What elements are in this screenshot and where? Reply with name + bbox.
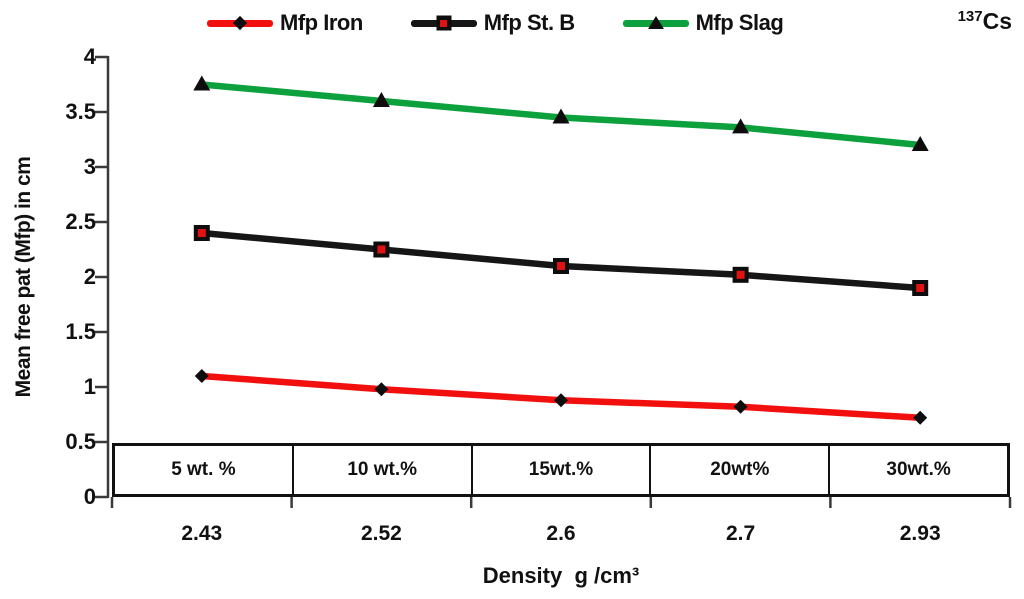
chart-legend: Mfp Iron Mfp St. B Mfp Slag	[207, 6, 784, 40]
diamond-marker-icon	[194, 369, 209, 383]
legend-line-sample-iron	[207, 15, 273, 31]
diamond-marker-icon	[374, 382, 389, 397]
isotope-symbol: Cs	[982, 8, 1012, 34]
legend-line-sample-st-b	[410, 15, 477, 31]
y-tick-label: 3.5	[65, 99, 96, 124]
isotope-mass: 137	[957, 8, 983, 25]
x-tick-label: 2.6	[546, 522, 576, 545]
square-marker-fill	[736, 270, 745, 279]
y-tick-label: 0.5	[65, 429, 96, 454]
isotope-annotation: 137Cs	[958, 8, 1012, 35]
legend-label: Mfp Iron	[280, 10, 363, 35]
y-tick-label: 3	[83, 154, 96, 179]
y-tick-label: 1	[83, 374, 96, 399]
triangle-marker-icon	[193, 75, 211, 91]
legend-item-mfp-slag: Mfp Slag	[622, 10, 784, 36]
legend-item-mfp-st-b: Mfp St. B	[410, 10, 575, 36]
legend-item-mfp-iron: Mfp Iron	[207, 10, 363, 36]
square-marker-fill	[377, 245, 386, 254]
diamond-marker-icon	[733, 399, 748, 414]
y-tick-label: 1.5	[65, 319, 96, 344]
y-tick-label: 2.5	[65, 209, 96, 234]
x-tick-label: 2.52	[360, 522, 402, 545]
triangle-marker-icon	[732, 118, 750, 134]
category-box-label: 20wt%	[649, 446, 828, 494]
square-marker-fill	[557, 262, 565, 270]
category-box-label: 15wt.%	[470, 446, 650, 494]
x-tick-label: 2.93	[899, 522, 941, 545]
category-box-row: 5 wt. % 10 wt.% 15wt.% 20wt% 30wt.%	[112, 443, 1010, 497]
y-tick-label: 2	[83, 264, 96, 289]
legend-label: Mfp St. B	[483, 10, 575, 35]
square-marker-fill	[916, 284, 925, 292]
triangle-marker-icon	[647, 15, 664, 29]
legend-label: Mfp Slag	[695, 10, 784, 35]
x-tick-label: 2.7	[725, 522, 756, 545]
x-axis-title: Density g /cm³	[482, 563, 640, 588]
x-tick-label: 2.43	[181, 522, 223, 545]
triangle-marker-icon	[372, 92, 390, 107]
triangle-marker-icon	[911, 136, 929, 151]
square-marker-fill	[197, 229, 206, 237]
category-box-label: 10 wt.%	[291, 446, 471, 494]
y-tick-label: 0	[83, 484, 96, 509]
category-box-label: 5 wt. %	[171, 459, 236, 480]
square-marker-fill	[440, 19, 448, 27]
triangle-marker-icon	[552, 108, 570, 124]
diamond-marker-icon	[913, 410, 928, 425]
legend-line-sample-slag	[622, 15, 689, 29]
square-marker-icon	[436, 15, 452, 31]
category-box-label: 30wt.%	[828, 446, 1007, 494]
diamond-marker-icon	[554, 393, 568, 408]
y-tick-label: 4	[83, 44, 96, 69]
